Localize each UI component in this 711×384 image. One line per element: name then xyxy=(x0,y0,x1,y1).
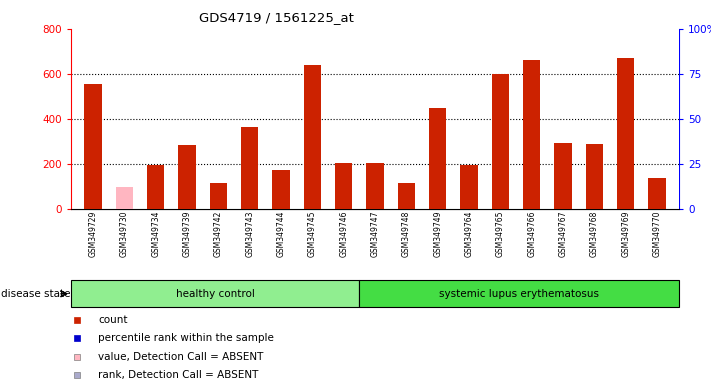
Bar xyxy=(116,187,133,209)
Bar xyxy=(555,143,572,209)
Bar xyxy=(147,165,164,209)
Text: count: count xyxy=(98,315,128,325)
Bar xyxy=(492,74,509,209)
Text: value, Detection Call = ABSENT: value, Detection Call = ABSENT xyxy=(98,352,264,362)
Bar xyxy=(586,144,603,209)
Bar xyxy=(617,58,634,209)
Text: GSM349767: GSM349767 xyxy=(559,211,567,257)
Text: GSM349742: GSM349742 xyxy=(214,211,223,257)
Text: GSM349748: GSM349748 xyxy=(402,211,411,257)
Text: GDS4719 / 1561225_at: GDS4719 / 1561225_at xyxy=(199,12,354,25)
Bar xyxy=(366,163,384,209)
Text: GSM349766: GSM349766 xyxy=(528,211,536,257)
Text: GSM349768: GSM349768 xyxy=(590,211,599,257)
Text: percentile rank within the sample: percentile rank within the sample xyxy=(98,333,274,343)
Bar xyxy=(71,280,359,307)
Bar xyxy=(429,108,447,209)
Bar xyxy=(359,280,679,307)
Text: GSM349749: GSM349749 xyxy=(433,211,442,257)
Text: GSM349729: GSM349729 xyxy=(89,211,97,257)
Text: systemic lupus erythematosus: systemic lupus erythematosus xyxy=(439,289,599,299)
Text: rank, Detection Call = ABSENT: rank, Detection Call = ABSENT xyxy=(98,370,259,380)
Text: healthy control: healthy control xyxy=(176,289,255,299)
Bar xyxy=(241,127,258,209)
Bar xyxy=(335,163,353,209)
Bar xyxy=(178,145,196,209)
Text: GSM349769: GSM349769 xyxy=(621,211,630,257)
Bar xyxy=(523,60,540,209)
Text: GSM349764: GSM349764 xyxy=(464,211,474,257)
Bar xyxy=(304,65,321,209)
Text: GSM349745: GSM349745 xyxy=(308,211,317,257)
Text: GSM349734: GSM349734 xyxy=(151,211,160,257)
Text: GSM349730: GSM349730 xyxy=(120,211,129,257)
Bar xyxy=(85,84,102,209)
Text: GSM349746: GSM349746 xyxy=(339,211,348,257)
Text: GSM349747: GSM349747 xyxy=(370,211,380,257)
Bar xyxy=(648,178,665,209)
Bar xyxy=(272,170,289,209)
Text: disease state: disease state xyxy=(1,289,71,299)
Bar xyxy=(397,183,415,209)
Text: GSM349743: GSM349743 xyxy=(245,211,255,257)
Text: GSM349739: GSM349739 xyxy=(183,211,191,257)
Text: GSM349744: GSM349744 xyxy=(277,211,286,257)
Bar xyxy=(210,183,227,209)
Text: GSM349765: GSM349765 xyxy=(496,211,505,257)
Text: GSM349770: GSM349770 xyxy=(653,211,661,257)
Bar xyxy=(461,165,478,209)
